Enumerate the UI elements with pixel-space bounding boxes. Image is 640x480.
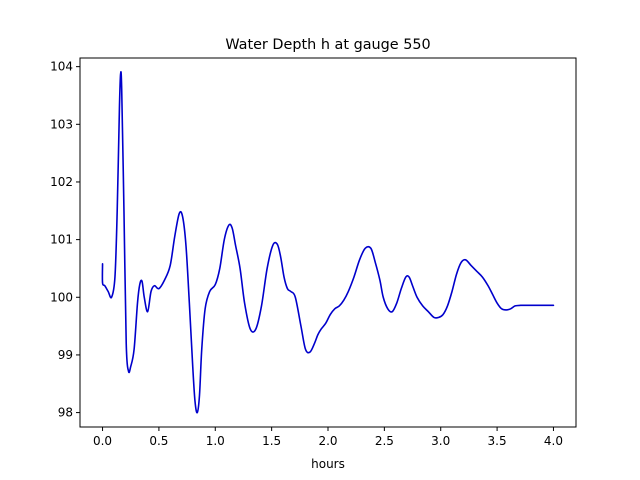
y-tick-label: 101 (50, 233, 73, 247)
y-tick-label: 98 (58, 406, 73, 420)
x-tick-label: 4.0 (544, 434, 563, 448)
y-tick-label: 103 (50, 117, 73, 131)
x-tick-label: 1.5 (262, 434, 281, 448)
x-tick-label: 3.0 (431, 434, 450, 448)
x-tick-label: 2.0 (318, 434, 337, 448)
x-tick-label: 0.0 (93, 434, 112, 448)
y-tick-label: 100 (50, 290, 73, 304)
x-tick-label: 1.0 (206, 434, 225, 448)
y-tick-label: 102 (50, 175, 73, 189)
series-line (101, 70, 555, 414)
y-tick-label: 104 (50, 60, 73, 74)
y-axis: 98 99 100 101 102 103 104 (50, 60, 80, 420)
x-tick-label: 0.5 (149, 434, 168, 448)
x-axis: 0.0 0.5 1.0 1.5 2.0 2.5 3.0 3.5 4.0 (93, 427, 563, 448)
plot-area (101, 70, 555, 414)
x-tick-label: 2.5 (375, 434, 394, 448)
x-axis-label: hours (311, 457, 345, 471)
chart-title: Water Depth h at gauge 550 (225, 37, 430, 53)
y-tick-label: 99 (58, 348, 73, 362)
x-tick-label: 3.5 (488, 434, 507, 448)
axes-frame (79, 57, 577, 428)
